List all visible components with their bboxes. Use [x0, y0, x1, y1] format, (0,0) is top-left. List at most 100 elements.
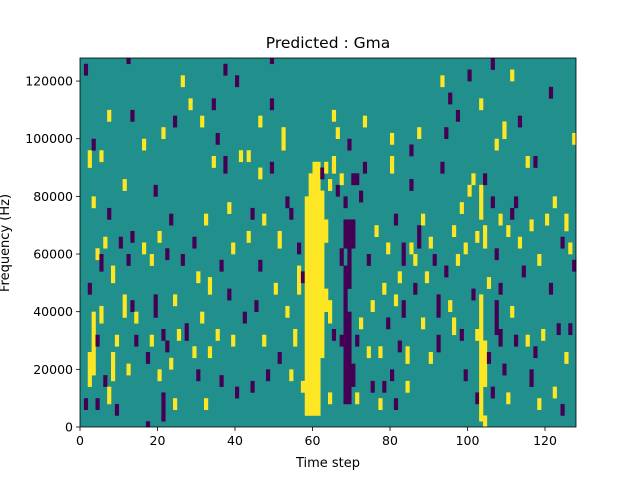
heatmap-cell-low: [347, 138, 352, 151]
heatmap-cell-low: [370, 380, 375, 393]
heatmap-cell-low: [107, 207, 112, 220]
heatmap-cell-high: [258, 167, 263, 180]
heatmap-cell-low: [347, 311, 352, 405]
x-axis: 0 20 40 60 80 100 120: [76, 427, 557, 448]
heatmap-cell-low: [196, 369, 201, 382]
heatmap-cell-high: [359, 317, 364, 330]
heatmap-cell-high: [200, 311, 205, 324]
heatmap-cell-low: [277, 352, 282, 364]
heatmap-cell-high: [405, 380, 410, 393]
heatmap-cell-low: [145, 352, 151, 364]
heatmap-cell-high: [390, 132, 395, 145]
heatmap-cell-high: [107, 109, 112, 122]
heatmap-cell-high: [382, 282, 387, 295]
heatmap-cell-high: [552, 386, 557, 399]
heatmap-cell-high: [331, 156, 337, 174]
heatmap-cell-high: [173, 294, 178, 307]
heatmap-cell-low: [529, 369, 534, 387]
heatmap-cell-low: [114, 403, 120, 416]
heatmap-cell-low: [223, 156, 228, 174]
heatmap-cell-high: [207, 277, 213, 295]
heatmap-cell-high: [475, 230, 480, 243]
heatmap-cell-high: [428, 352, 433, 364]
heatmap-cell-high: [273, 282, 278, 295]
heatmap-cell-low: [355, 334, 360, 347]
heatmap-cell-high: [366, 346, 371, 359]
heatmap-cell-high: [355, 392, 360, 405]
heatmap-cell-high: [517, 236, 523, 249]
heatmap-cell-high: [297, 265, 302, 295]
heatmap-cell-low: [343, 196, 348, 209]
heatmap-cell-low: [548, 282, 554, 295]
heatmap-cell-high: [386, 242, 391, 255]
heatmap-cell-high: [293, 328, 298, 347]
heatmap-cell-high: [564, 213, 569, 232]
heatmap-cell-high: [320, 190, 325, 359]
heatmap-cell-high: [289, 369, 294, 382]
heatmap-cell-low: [83, 63, 89, 76]
heatmap-cell-high: [494, 138, 499, 151]
heatmap-cell-low: [192, 236, 197, 249]
heatmap-cell-high: [498, 213, 503, 226]
heatmap-cell-high: [537, 254, 542, 266]
chart-title: Predicted : Gma: [266, 34, 390, 52]
heatmap-cell-low: [568, 323, 573, 336]
heatmap-cell-low: [490, 386, 495, 399]
heatmap-cell-low: [219, 259, 224, 272]
heatmap-cells: [83, 58, 577, 428]
heatmap-cell-low: [145, 421, 151, 428]
heatmap-cell-high: [502, 121, 507, 140]
heatmap-cell-high: [122, 179, 127, 191]
heatmap-cell-high: [246, 150, 251, 163]
heatmap-cell-high: [180, 75, 185, 88]
heatmap-cell-low: [99, 254, 104, 272]
y-axis-label: Frequency (Hz): [0, 194, 13, 292]
heatmap-cell-low: [351, 219, 356, 249]
heatmap-cell-high: [448, 300, 453, 312]
y-tick-label: 20000: [33, 362, 73, 377]
heatmap-cell-high: [541, 328, 546, 341]
heatmap-cell-low: [335, 184, 340, 197]
heatmap-cell-high: [134, 311, 139, 324]
heatmap-cell-high: [479, 98, 484, 111]
heatmap-cell-low: [514, 196, 519, 209]
heatmap-cell-high: [176, 328, 182, 341]
heatmap-cell-high: [328, 392, 333, 405]
heatmap-cell-low: [548, 86, 554, 99]
heatmap-cell-low: [560, 236, 565, 249]
heatmap-cell-high: [378, 398, 383, 410]
heatmap-cell-low: [486, 352, 492, 364]
heatmap-cell-high: [87, 150, 92, 168]
heatmap-cell-high: [300, 380, 306, 393]
heatmap-cell-high: [211, 156, 216, 168]
heatmap-cell-low: [533, 346, 538, 359]
heatmap-cell-low: [254, 300, 259, 312]
heatmap-cell-low: [444, 127, 449, 140]
heatmap-cell-high: [304, 196, 309, 416]
heatmap-cell-high: [483, 415, 488, 428]
y-tick-label: 40000: [33, 304, 73, 319]
heatmap-cell-high: [397, 271, 402, 284]
heatmap-cell-low: [165, 340, 170, 353]
heatmap-cell-low: [459, 328, 464, 341]
heatmap-cell-low: [130, 109, 135, 122]
heatmap-cell-low: [250, 207, 255, 220]
heatmap-cell-low: [169, 213, 174, 226]
heatmap-cell-low: [242, 311, 247, 324]
heatmap-cell-low: [521, 265, 526, 278]
heatmap-cell-high: [452, 317, 457, 336]
x-tick-label: 40: [227, 433, 243, 448]
y-tick-label: 60000: [33, 247, 73, 262]
x-tick-label: 60: [305, 433, 321, 448]
heatmap-cell-high: [227, 202, 232, 214]
heatmap-cell-high: [149, 254, 154, 266]
heatmap-cell-high: [413, 254, 418, 266]
heatmap-cell-high: [114, 334, 120, 347]
heatmap-cell-low: [95, 398, 100, 410]
heatmap-cell-low: [490, 196, 495, 209]
heatmap-cell-low: [463, 369, 468, 382]
heatmap-cell-low: [297, 242, 302, 255]
heatmap-cell-high: [99, 150, 104, 163]
heatmap-cell-high: [440, 75, 445, 88]
